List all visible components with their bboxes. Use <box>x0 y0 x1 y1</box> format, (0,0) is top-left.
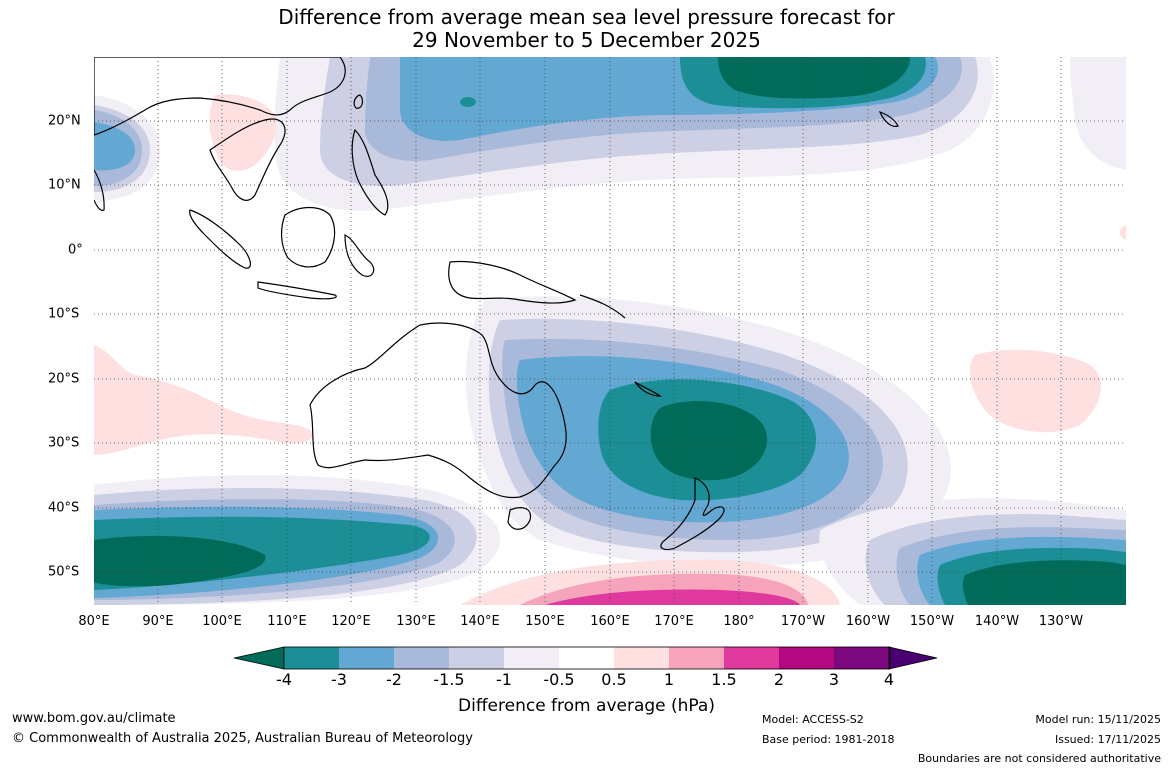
philippines-coastline <box>351 128 389 216</box>
sulawesi-coastline <box>344 234 375 277</box>
lat-label: 30°S <box>48 435 80 451</box>
taiwan-coastline <box>353 94 364 109</box>
website-link[interactable]: www.bom.gov.au/climate <box>12 711 176 726</box>
lon-label: 150°W <box>909 614 955 629</box>
disclaimer-text: Boundaries are not considered authoritat… <box>917 752 1161 765</box>
colorbar-segment <box>779 647 834 669</box>
colorbar-tick: 1.5 <box>711 670 737 689</box>
colorbar-tick: -4 <box>276 670 292 689</box>
borneo-coastline <box>281 206 336 268</box>
tasmania-coastline <box>507 507 532 530</box>
lon-label: 180° <box>723 614 755 629</box>
base-period-text: Base period: 1981-2018 <box>762 733 895 746</box>
coastlines <box>94 57 899 551</box>
colorbar-segment <box>614 647 669 669</box>
new-guinea-coastline <box>448 260 577 304</box>
colorbar-tick: 1 <box>663 670 675 689</box>
colorbar-tick: 3 <box>828 670 840 689</box>
lon-label: 140°E <box>460 614 500 629</box>
lon-label: 160°E <box>590 614 630 629</box>
southeast-pacific-low <box>819 498 1126 605</box>
lon-label: 100°E <box>202 614 242 629</box>
lon-label: 170°W <box>780 614 826 629</box>
colorbar-segment <box>669 647 724 669</box>
lon-label: 150°E <box>525 614 565 629</box>
colorbar-tick: -0.5 <box>543 670 575 689</box>
india-coastline <box>94 169 105 211</box>
lon-label: 110°E <box>267 614 307 629</box>
lon-label: 120°E <box>331 614 371 629</box>
map-title-line1: Difference from average mean sea level p… <box>278 5 895 29</box>
lon-label: 80°E <box>78 614 110 629</box>
new-zealand-coastline <box>660 477 725 551</box>
model-text: Model: ACCESS-S2 <box>762 713 864 726</box>
lat-label: 20°S <box>48 371 80 387</box>
colorbar-segment <box>339 647 394 669</box>
colorbar-label: Difference from average (hPa) <box>458 696 715 716</box>
north-pacific-low <box>94 57 1126 211</box>
colorbar-segment <box>834 647 889 669</box>
map-title-line2: 29 November to 5 December 2025 <box>412 28 761 52</box>
colorbar-segment <box>394 647 449 669</box>
new-caledonia-coastline <box>634 381 662 397</box>
colorbar-segment <box>724 647 779 669</box>
lat-label: 10°N <box>48 177 81 193</box>
lon-label: 160°W <box>845 614 891 629</box>
hawaii-coastline <box>878 110 899 127</box>
colorbar-arrow-high <box>888 646 938 670</box>
lat-label: 10°S <box>48 306 80 322</box>
lat-label: 40°S <box>48 500 80 516</box>
lon-label: 170°E <box>654 614 694 629</box>
australia-coastline <box>309 322 567 499</box>
colorbar-tick: -3 <box>331 670 347 689</box>
lat-label: 20°N <box>48 113 81 129</box>
colorbar-tick: 2 <box>773 670 785 689</box>
lat-label: 0° <box>68 242 83 258</box>
colorbar-segments <box>233 646 938 670</box>
graticule <box>94 57 1126 605</box>
solomon-islands-coastline <box>579 294 626 319</box>
lon-label: 130°E <box>396 614 436 629</box>
lon-label: 90°E <box>142 614 174 629</box>
java-coastline <box>257 281 337 300</box>
colorbar-tick: 0.5 <box>601 670 627 689</box>
lon-label: 140°W <box>974 614 1020 629</box>
copyright-text: © Commonwealth of Australia 2025, Austra… <box>12 731 473 746</box>
sumatra-coastline <box>189 209 252 269</box>
anomaly-fields <box>94 57 1126 605</box>
colorbar-segment <box>504 647 559 669</box>
colorbar-arrow-low <box>233 646 285 670</box>
colorbar-tick: -2 <box>386 670 402 689</box>
colorbar-segment <box>559 647 614 669</box>
lon-label: 130°W <box>1038 614 1084 629</box>
issued-text: Issued: 17/11/2025 <box>1054 733 1161 746</box>
colorbar-tick: -1.5 <box>433 670 465 689</box>
anomaly-map <box>94 57 1126 605</box>
lat-label: 50°S <box>48 564 80 580</box>
positive-anomalies <box>94 94 1126 605</box>
colorbar-tick: -1 <box>496 670 512 689</box>
asia-coastline <box>94 57 346 136</box>
colorbar-tick: 4 <box>883 670 895 689</box>
colorbar-segment <box>284 647 339 669</box>
southern-ocean-west-low <box>94 475 501 605</box>
model-run-text: Model run: 15/11/2025 <box>1035 713 1161 726</box>
colorbar-segment <box>449 647 504 669</box>
